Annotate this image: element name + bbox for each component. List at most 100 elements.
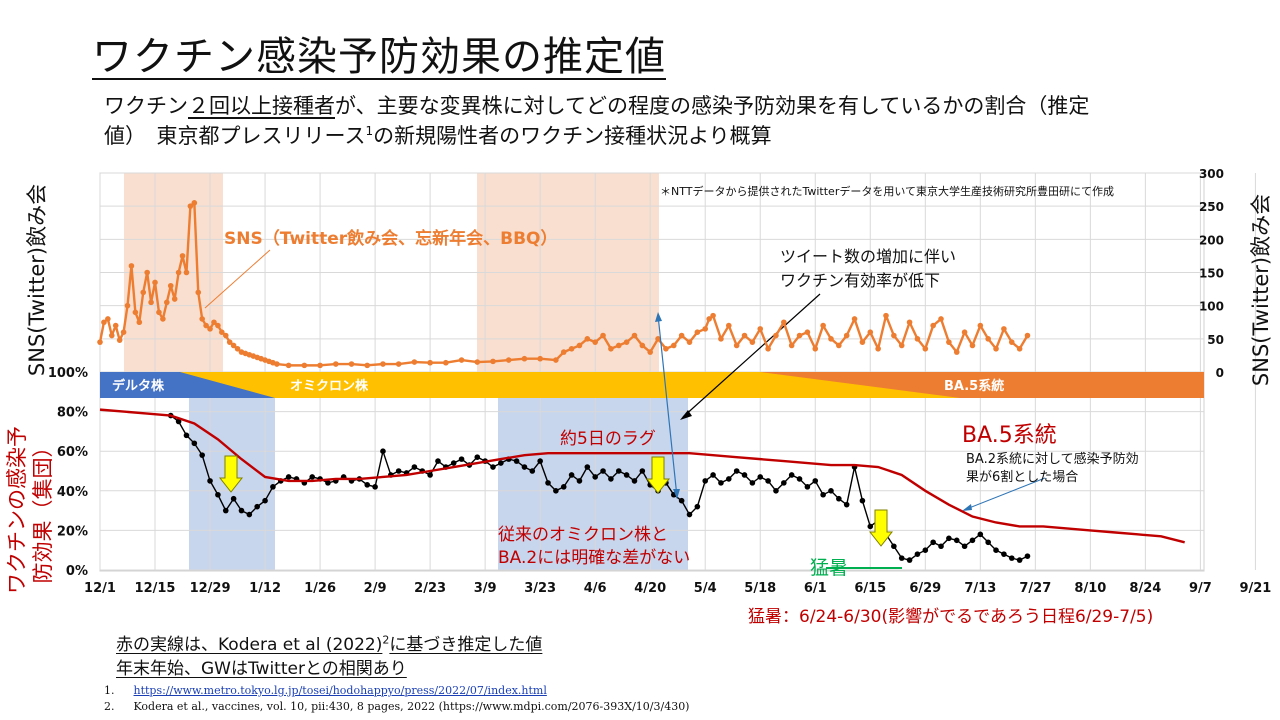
x-tick-label: 7/13 (964, 581, 996, 596)
sns-data-point (183, 269, 190, 276)
vaccine-data-point (262, 497, 268, 504)
subtitle-text: ワクチン (104, 94, 188, 118)
sns-data-point (364, 362, 371, 369)
sns-series-label: SNS（Twitter飲み会、忘新年会、BBQ） (224, 228, 558, 249)
sns-data-point (120, 329, 127, 336)
tweet-annotation-1: ツイート数の増加に伴い (780, 247, 956, 266)
heat-note: 猛暑：6/24-6/30(影響がでるであろう日程6/29-7/5) (748, 607, 1153, 627)
lag-arrow (657, 314, 678, 498)
heat-label: 猛暑 (810, 557, 848, 579)
yellow-arrow-gw (645, 456, 671, 494)
vaccine-data-point (812, 478, 819, 484)
vaccine-data-point (450, 460, 457, 466)
sns-data-point (380, 361, 386, 367)
vaccine-data-point (836, 495, 842, 502)
vaccine-data-point (395, 468, 402, 474)
vaccine-data-point (553, 488, 559, 494)
vaccine-data-point (733, 468, 740, 474)
sns-callout-line (204, 249, 271, 309)
vaccine-data-point (498, 460, 504, 466)
y-left-tick-label: 0% (66, 564, 88, 579)
y-left-tick-label: 40% (57, 485, 88, 500)
vaccine-data-point (285, 474, 292, 480)
note-red-line: 赤の実線は、Kodera et al (2022)2に基づき推定した値 (116, 630, 542, 655)
sns-data-point (631, 332, 638, 339)
vaccine-data-point (969, 537, 976, 544)
vaccine-data-point (749, 480, 756, 486)
sns-data-point (749, 339, 756, 345)
vaccine-data-point (773, 488, 779, 494)
left-axis-title-vaccine-2: 防効果（集団） (31, 437, 55, 584)
sns-data-point (922, 345, 929, 352)
vaccine-data-point (215, 491, 221, 498)
y-left-tick-label: 100% (48, 366, 88, 381)
vaccine-data-point (592, 474, 598, 480)
sns-data-point (101, 319, 107, 326)
vaccine-data-point (207, 478, 213, 484)
vaccine-data-point (325, 480, 331, 486)
sns-data-point (812, 345, 819, 352)
y-left-tick-label: 80% (57, 406, 88, 421)
sns-data-point (195, 289, 202, 296)
vaccine-data-point (521, 464, 528, 470)
vaccine-data-point (867, 523, 874, 530)
sns-data-point (443, 359, 449, 366)
vaccine-data-point (741, 472, 748, 478)
vaccine-data-point (796, 476, 803, 482)
vaccine-data-point (175, 418, 182, 425)
sns-data-point (112, 322, 119, 329)
sns-data-point (718, 336, 724, 342)
band-label-ba5: BA.5系統 (944, 378, 1004, 394)
sns-data-point (199, 316, 205, 322)
sns-data-point (97, 339, 103, 345)
sns-data-point (108, 332, 115, 339)
sns-data-point (961, 329, 968, 336)
sns-data-point (124, 302, 131, 309)
sns-data-point (148, 299, 154, 306)
vaccine-data-point (364, 482, 371, 488)
band-label-omicron: オミクロン株 (290, 378, 369, 394)
subtitle-text: 値） 東京都プレスリリース (104, 124, 366, 148)
tweet-callout-head (680, 410, 692, 420)
chart-credit: ＊NTTデータから提供されたTwitterデータを用いて東京大学生産技術研究所豊… (660, 184, 1114, 198)
reference-link[interactable]: https://www.metro.tokyo.lg.jp/tosei/hodo… (133, 684, 547, 697)
sns-data-point (203, 322, 209, 329)
subtitle-text: の新規陽性者のワクチン接種状況より概算 (373, 124, 772, 148)
sns-data-point (207, 326, 213, 332)
sns-data-point (226, 339, 233, 345)
sns-data-point (105, 316, 111, 322)
reference-number: 1. (104, 684, 115, 697)
x-tick-label: 4/6 (584, 581, 607, 596)
vaccine-data-point (678, 497, 685, 504)
x-tick-label: 9/7 (1189, 581, 1212, 596)
vaccine-data-point (788, 472, 795, 478)
vaccine-data-point (458, 456, 465, 462)
ba5-title: BA.5系統 (962, 423, 1057, 448)
x-tick-label: 2/23 (414, 581, 446, 596)
tweet-annotation-2: ワクチン有効率が低下 (780, 271, 940, 290)
reference-text: Kodera et al., vaccines, vol. 10, pii:43… (133, 700, 690, 713)
vaccine-data-point (199, 452, 205, 458)
vaccine-data-point (623, 472, 630, 478)
vaccine-data-point (474, 454, 481, 460)
vaccine-data-point (576, 478, 583, 484)
vaccine-data-point (608, 476, 614, 482)
sns-data-point (179, 253, 186, 259)
vaccine-data-point (906, 557, 913, 563)
sns-data-point (883, 312, 889, 319)
sns-data-point (694, 329, 701, 336)
sns-data-point (592, 339, 598, 345)
sns-data-point (560, 349, 567, 355)
sns-data-point (615, 342, 622, 349)
subtitle-line-2: 値） 東京都プレスリリース1の新規陽性者のワクチン接種状況より概算 (104, 120, 772, 150)
vaccine-data-point (726, 476, 732, 482)
sns-data-point (867, 329, 874, 336)
sns-data-point (132, 309, 139, 316)
sns-data-point (796, 332, 803, 339)
x-tick-label: 3/9 (474, 581, 497, 596)
right-axis-title: SNS(Twitter)飲み会 (1249, 194, 1273, 386)
x-tick-label: 6/1 (804, 581, 827, 596)
left-axis-title-sns: SNS(Twitter)飲み会 (25, 184, 49, 376)
sns-data-point (167, 282, 174, 289)
vaccine-data-point (615, 468, 622, 474)
